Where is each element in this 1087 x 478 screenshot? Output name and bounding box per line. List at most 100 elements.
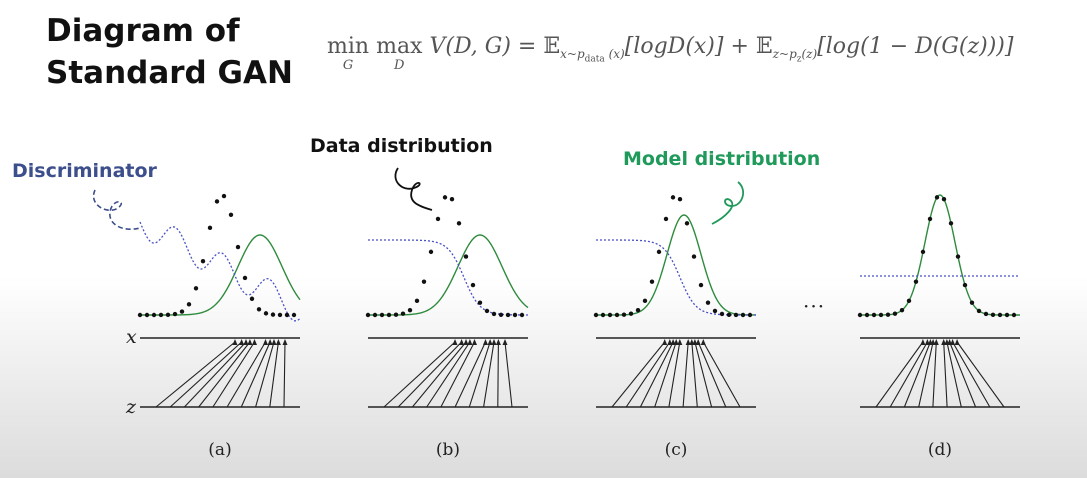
panel-d-arrow-head — [950, 339, 956, 345]
panel-c-arrow-head — [673, 339, 679, 345]
panel-a-data-point — [193, 286, 199, 291]
panel-b-arrow-head — [467, 339, 473, 345]
panel-c-mapping-arrow — [682, 341, 689, 408]
model-distribution-annotation-line — [711, 181, 745, 225]
panel-a-data-point — [214, 199, 220, 204]
panel-c-discriminator — [596, 239, 756, 316]
panel-a-data-point — [291, 312, 297, 318]
formula-term-1: [logD(x)] + — [624, 34, 756, 59]
panel-d-mapping-arrow — [932, 341, 937, 408]
panel-c-data-point — [656, 249, 662, 255]
panel-d-data-point — [864, 312, 870, 318]
panel-b-data-point — [449, 196, 455, 202]
panel-a-data-point — [165, 312, 171, 318]
title-line-2: Standard GAN — [46, 55, 293, 91]
formula-max: max D — [376, 34, 423, 73]
panel-c-data-point — [719, 311, 725, 317]
panel-d-data-point — [927, 216, 933, 222]
panel-b-data-point — [365, 312, 371, 318]
formula-term-2: [log(1 − D(G(z)))] — [817, 34, 1014, 59]
z-axis-label: z — [126, 396, 137, 418]
panel-c-arrow-head — [667, 339, 673, 345]
panel-a-mapping-arrow — [255, 341, 275, 408]
panel-d-mapping-arrow — [889, 341, 928, 408]
panel-b-data-point — [498, 312, 504, 317]
panel-a-data-point — [151, 312, 157, 318]
title-line-1: Diagram of — [46, 13, 240, 49]
page-title: Diagram of Standard GAN — [46, 10, 293, 94]
panel-c-data-point — [670, 195, 676, 200]
panel-label-b: (b) — [435, 440, 461, 460]
panel-d-data-point — [948, 221, 954, 226]
panel-d-data-point — [892, 311, 898, 316]
panel-a-arrow-head — [263, 339, 268, 345]
panel-a-data-point — [137, 312, 143, 318]
panel-d-data-point — [871, 312, 877, 318]
panel-c-mapping-arrow — [611, 341, 666, 408]
panel-d-mapping-arrow — [952, 341, 991, 408]
panel-b-data-point — [456, 221, 462, 226]
panel-a-arrow-head — [275, 339, 281, 345]
panel-a-data-point — [249, 296, 255, 301]
panel-b-mapping-arrow — [468, 341, 491, 408]
panel-b-arrow-head — [459, 339, 465, 345]
panel-b-mapping-arrow — [411, 341, 467, 408]
panel-a-mapping-arrow — [212, 341, 255, 408]
panel-a-data-point — [235, 244, 241, 250]
panel-c-data-point — [614, 312, 620, 318]
panel-c-arrow-head — [685, 339, 691, 345]
panel-d-mapping-arrow — [956, 341, 1005, 408]
panel-c-data-point — [593, 312, 599, 318]
panel-c-data-point — [663, 216, 669, 222]
panel-c-mapping-arrow — [639, 341, 674, 408]
panel-a-data-point — [200, 259, 206, 264]
panel-a-arrow-head — [282, 339, 288, 345]
panel-a-mapping-arrow — [240, 341, 271, 408]
panel-b-data-point — [463, 254, 469, 259]
panel-b-data-point — [407, 307, 413, 313]
panel-d-mapping-arrow — [946, 341, 962, 408]
panel-b-mapping-arrow — [497, 341, 499, 408]
panel-b-data-point — [400, 311, 406, 316]
panel-a-data-point — [228, 212, 234, 217]
panel-c-data-point — [733, 312, 739, 318]
panel-d-data-point — [969, 300, 975, 305]
panel-d-arrow-head — [933, 339, 939, 345]
panel-c-mapping-arrow — [625, 341, 671, 408]
panel-d-data-point — [1011, 312, 1017, 318]
formula-min: min G — [327, 34, 370, 73]
panel-d-data-point — [976, 308, 982, 314]
panel-a-arrow-head — [239, 339, 245, 345]
panel-d-data-point — [857, 312, 863, 318]
panel-a-arrow-head — [243, 339, 249, 345]
panel-b-mapping-arrow — [483, 341, 495, 408]
panel-c-data-point — [621, 312, 627, 317]
panel-d-mapping-arrow — [943, 341, 948, 408]
panel-b-data-point — [442, 195, 448, 200]
formula-expectation-2: 𝔼 — [755, 34, 773, 59]
panel-c-data-point — [691, 254, 697, 259]
panel-c-arrow-head — [662, 339, 668, 345]
panel-c-mapping-arrow — [654, 341, 677, 408]
panel-d-mapping-arrow — [875, 341, 924, 408]
panel-b-data-point — [435, 216, 441, 222]
formula-expectation-1: 𝔼 — [543, 34, 561, 59]
panel-b-arrow-head — [452, 339, 458, 345]
panel-a-arrow-head — [232, 339, 238, 345]
panel-b-mapping-arrow — [454, 341, 486, 408]
panel-c-data-point — [642, 298, 648, 304]
panel-d-data-point — [913, 279, 919, 284]
formula-subscript-2: z~pz(z) — [772, 47, 818, 65]
panel-b-data-point — [393, 312, 399, 317]
panel-c-data-point — [705, 300, 711, 305]
panel-c-mapping-arrow — [691, 341, 698, 408]
panel-c-data-point — [628, 311, 634, 316]
panel-b-data-point — [470, 282, 476, 288]
panel-d-arrow-head — [954, 339, 960, 345]
panel-b-arrow-head — [487, 339, 493, 345]
panel-c-mapping-arrow — [697, 341, 727, 408]
panel-d-data-point — [885, 312, 891, 317]
panel-b-data-point — [512, 312, 518, 318]
panel-d-data-point — [1004, 312, 1010, 318]
panel-a-data-point — [144, 312, 150, 318]
